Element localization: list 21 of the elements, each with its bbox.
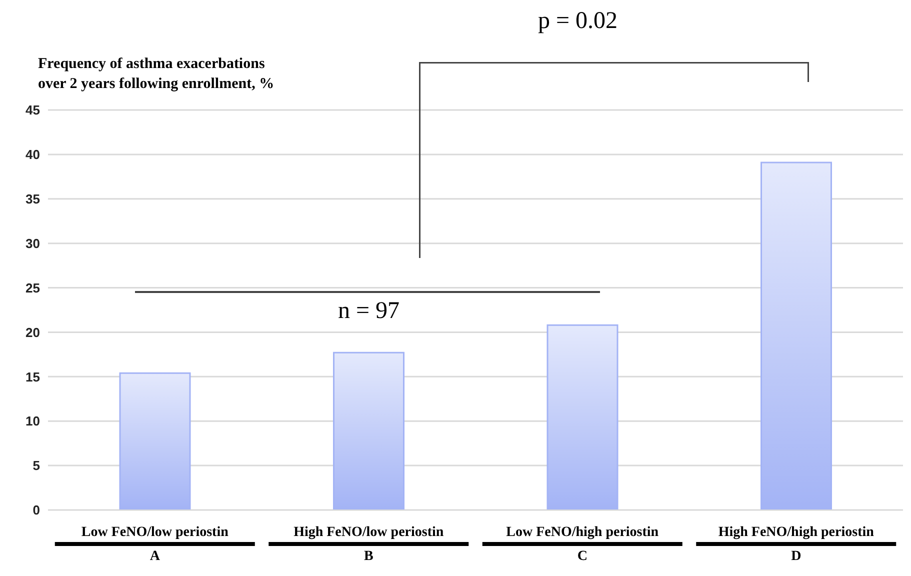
annotation: n = 97 [338, 298, 400, 325]
x-tick-label: Low FeNO/low periostin A [81, 525, 229, 564]
y-tick-label: 10 [26, 414, 40, 429]
y-tick-label: 25 [26, 280, 40, 296]
x-tick-label: High FeNO/low periostin B [294, 525, 444, 564]
bar [333, 352, 404, 510]
chart-title: Frequency of asthma exacerbations over 2 years following enrollment, % [38, 55, 274, 94]
x-tick-label: Low FeNO/high periostin C [506, 525, 659, 564]
y-tick-label: 30 [26, 236, 40, 251]
y-tick-label: 20 [26, 324, 40, 340]
y-tick-label: 5 [32, 458, 40, 474]
bar [760, 162, 832, 510]
y-tick-label: 40 [26, 147, 40, 162]
y-tick-label: 0 [32, 502, 40, 518]
bar [546, 324, 618, 510]
y-tick-label: 15 [26, 369, 40, 384]
bar [119, 372, 191, 510]
text: p = 0.02 [538, 8, 618, 35]
x-tick-label: High FeNO/high periostin D [718, 525, 874, 564]
y-tick-label: 45 [26, 102, 40, 118]
y-tick-label: 35 [26, 192, 40, 207]
